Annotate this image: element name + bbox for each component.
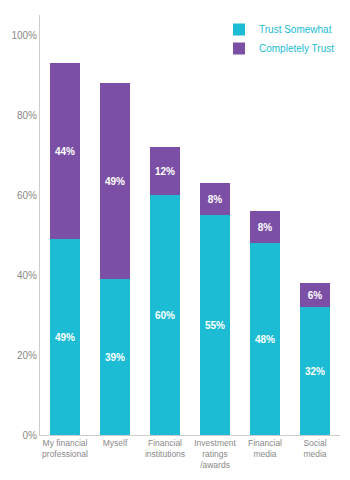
svg-text:My financialprofessional: My financialprofessional: [42, 438, 88, 459]
svg-text:55%: 55%: [205, 320, 225, 331]
svg-text:100%: 100%: [11, 30, 37, 41]
svg-text:49%: 49%: [55, 332, 75, 343]
svg-text:Financialmedia: Financialmedia: [248, 438, 282, 459]
svg-text:Completely Trust: Completely Trust: [259, 43, 334, 54]
svg-text:Trust Somewhat: Trust Somewhat: [259, 24, 332, 35]
svg-text:8%: 8%: [208, 194, 223, 205]
svg-text:44%: 44%: [55, 146, 75, 157]
svg-text:0%: 0%: [23, 430, 38, 441]
svg-text:49%: 49%: [105, 176, 125, 187]
svg-text:6%: 6%: [308, 290, 323, 301]
svg-text:Financialinstitutions: Financialinstitutions: [145, 438, 185, 459]
svg-text:Socialmedia: Socialmedia: [303, 438, 326, 459]
svg-text:39%: 39%: [105, 352, 125, 363]
svg-text:8%: 8%: [258, 222, 273, 233]
svg-text:48%: 48%: [255, 334, 275, 345]
svg-text:60%: 60%: [155, 310, 175, 321]
svg-text:Myself: Myself: [103, 438, 128, 448]
svg-text:60%: 60%: [17, 190, 37, 201]
svg-text:20%: 20%: [17, 350, 37, 361]
svg-text:80%: 80%: [17, 110, 37, 121]
svg-text:12%: 12%: [155, 166, 175, 177]
svg-text:32%: 32%: [305, 366, 325, 377]
svg-text:Investmentratings/awards: Investmentratings/awards: [194, 438, 236, 470]
svg-text:40%: 40%: [17, 270, 37, 281]
